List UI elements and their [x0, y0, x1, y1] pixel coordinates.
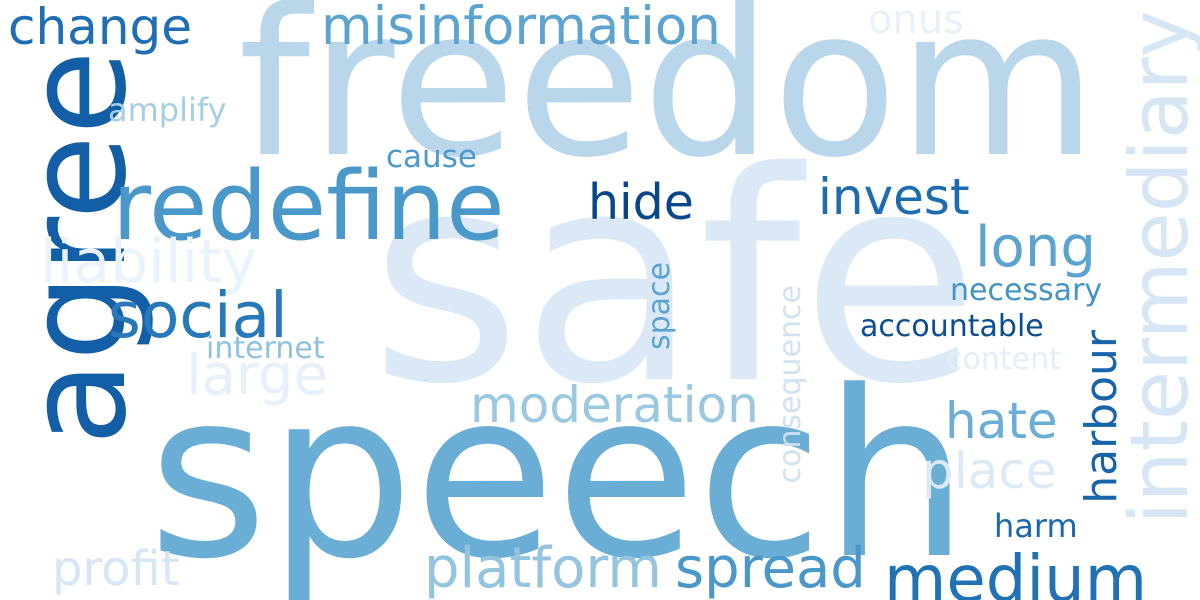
word-profit: profit	[52, 541, 180, 597]
word-intermediary: intermediary	[1113, 10, 1200, 525]
word-amplify: amplify	[108, 91, 227, 129]
word-consequence: consequence	[773, 285, 808, 484]
word-space: space	[642, 262, 677, 351]
word-accountable: accountable	[860, 309, 1044, 344]
word-redefine: redefine	[112, 152, 505, 262]
word-safe: safe	[370, 111, 980, 448]
word-place: place	[922, 442, 1057, 500]
word-harbour: harbour	[1076, 330, 1127, 504]
word-necessary: necessary	[950, 273, 1103, 308]
word-internet: internet	[206, 331, 325, 366]
word-moderation: moderation	[470, 376, 759, 434]
word-content: content	[946, 342, 1061, 377]
word-spread: spread	[675, 536, 866, 600]
word-change: change	[8, 0, 193, 56]
word-cause: cause	[386, 139, 477, 175]
word-hate: hate	[945, 392, 1058, 450]
word-social: social	[108, 279, 288, 352]
word-invest: invest	[818, 168, 970, 226]
word-onus: onus	[868, 0, 965, 43]
word-long: long	[975, 215, 1096, 280]
word-misinformation: misinformation	[321, 0, 721, 57]
word-large: large	[186, 343, 328, 408]
word-hide: hide	[588, 174, 694, 231]
word-harm: harm	[994, 507, 1078, 545]
word-freedom: freedom	[238, 0, 1098, 203]
word-medium: medium	[884, 543, 1148, 600]
word-platform: platform	[424, 536, 662, 600]
word-speech: speech	[148, 343, 970, 600]
word-liability: liability	[40, 227, 258, 297]
